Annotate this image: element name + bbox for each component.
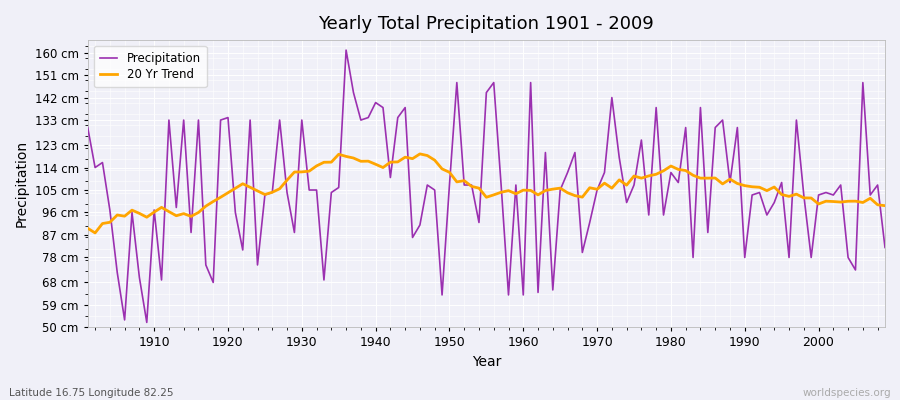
Precipitation [533, 290, 544, 295]
Precipitation [363, 115, 374, 120]
20 Yr Trend [533, 192, 544, 197]
Precipitation [148, 208, 159, 212]
Precipitation [621, 200, 632, 205]
20 Yr Trend [311, 164, 322, 168]
Precipitation [311, 188, 322, 192]
Y-axis label: Precipitation: Precipitation [15, 140, 29, 227]
20 Yr Trend [879, 203, 890, 208]
20 Yr Trend [82, 226, 93, 231]
Line: Precipitation: Precipitation [87, 50, 885, 322]
Precipitation [141, 320, 152, 325]
Line: 20 Yr Trend: 20 Yr Trend [87, 154, 885, 233]
Text: Latitude 16.75 Longitude 82.25: Latitude 16.75 Longitude 82.25 [9, 388, 174, 398]
20 Yr Trend [356, 159, 366, 164]
20 Yr Trend [90, 230, 101, 235]
Precipitation [526, 80, 536, 85]
Legend: Precipitation, 20 Yr Trend: Precipitation, 20 Yr Trend [94, 46, 207, 87]
Precipitation [82, 125, 93, 130]
Precipitation [341, 48, 352, 52]
20 Yr Trend [415, 152, 426, 156]
Text: worldspecies.org: worldspecies.org [803, 388, 891, 398]
Title: Yearly Total Precipitation 1901 - 2009: Yearly Total Precipitation 1901 - 2009 [319, 15, 654, 33]
20 Yr Trend [148, 210, 159, 214]
20 Yr Trend [526, 188, 536, 193]
Precipitation [879, 245, 890, 250]
X-axis label: Year: Year [472, 355, 501, 369]
20 Yr Trend [621, 183, 632, 188]
